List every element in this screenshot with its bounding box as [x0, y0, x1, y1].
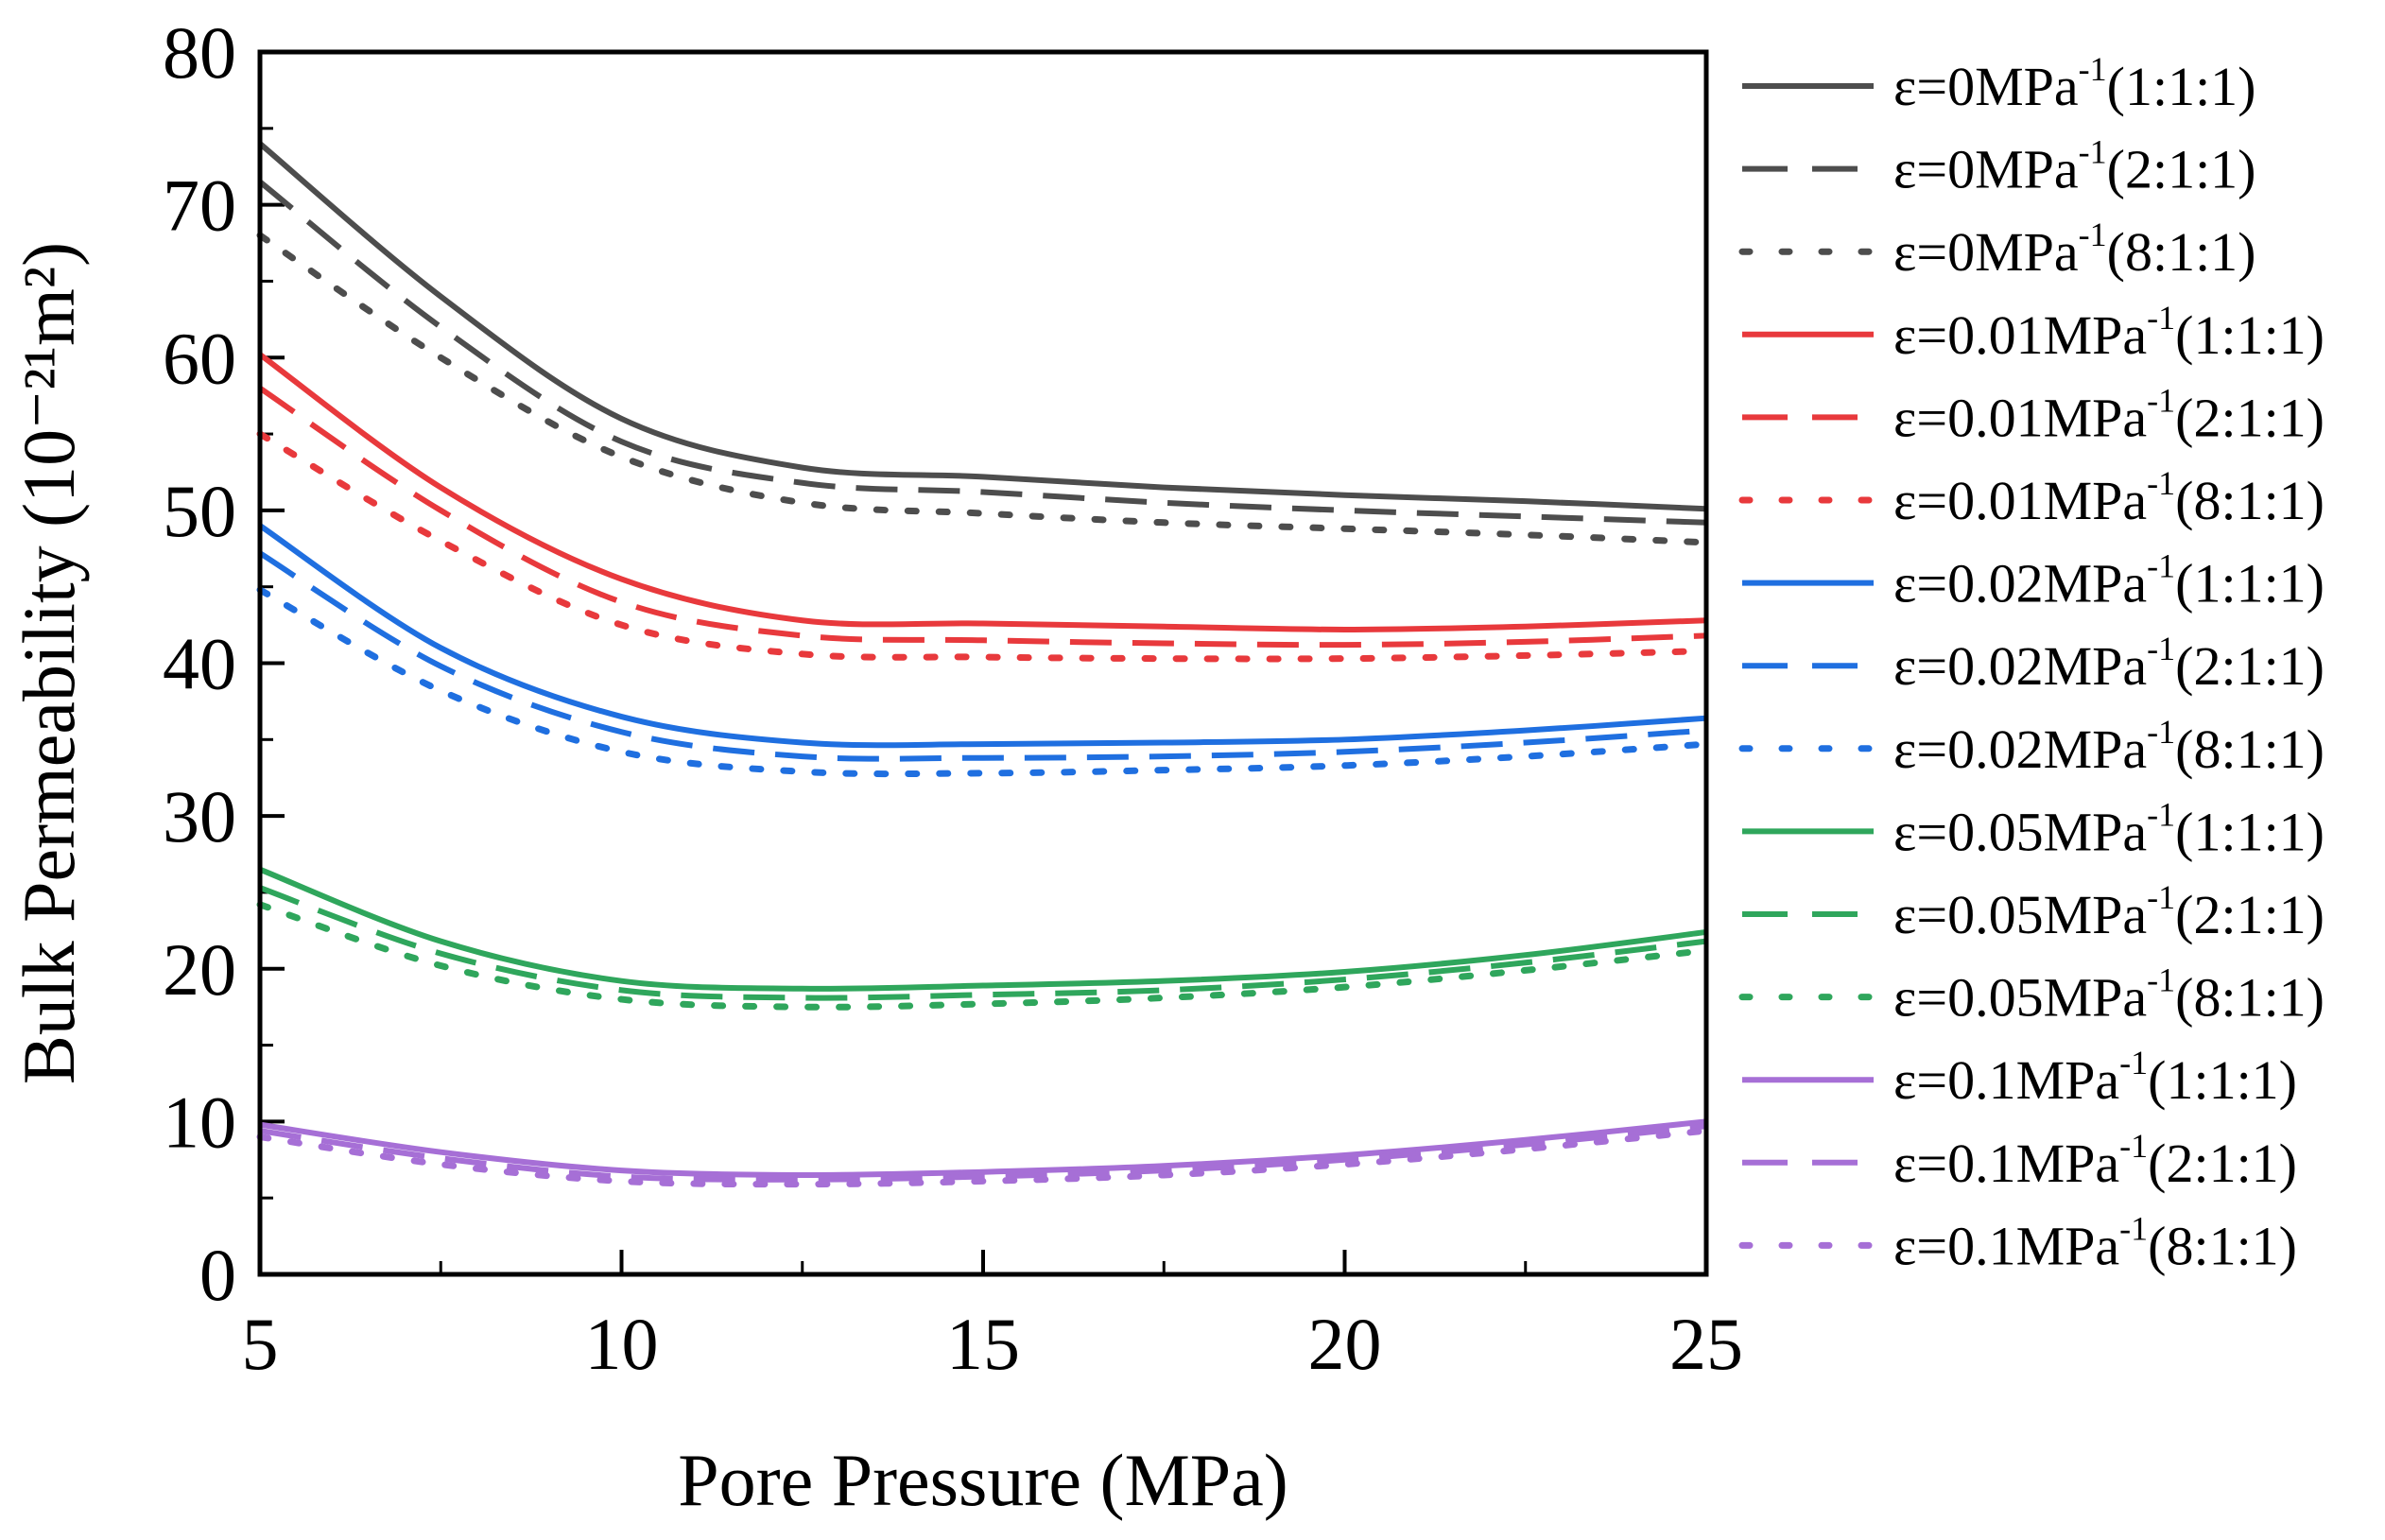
x-tick-label: 15	[946, 1303, 1020, 1385]
legend-label: ε=0.1MPa-1(8:1:1)	[1893, 1209, 2297, 1276]
legend-label: ε=0.02MPa-1(1:1:1)	[1893, 547, 2325, 614]
x-tick-label: 10	[585, 1303, 659, 1385]
legend-label: ε=0.01MPa-1(1:1:1)	[1893, 299, 2325, 366]
y-tick-label: 60	[163, 317, 236, 399]
legend: ε=0MPa-1(1:1:1) ε=0MPa-1(2:1:1) ε=0MPa-1(8…	[1738, 50, 2325, 1276]
legend-label: ε=0.05MPa-1(8:1:1)	[1893, 961, 2325, 1029]
legend-label: ε=0MPa-1(2:1:1)	[1893, 133, 2256, 200]
legend-label: ε=0MPa-1(1:1:1)	[1893, 50, 2256, 117]
y-tick-label: 30	[163, 775, 236, 857]
tick-labels: 5 10 15 20 25 0 10 20 30 40 50 60 70 80	[163, 11, 1743, 1385]
series-line-11	[258, 885, 1707, 1001]
x-tick-label: 5	[242, 1303, 279, 1385]
series-line-5	[258, 386, 1707, 649]
legend-label: ε=0.01MPa-1(2:1:1)	[1893, 381, 2325, 448]
series-line-15	[256, 1127, 1710, 1188]
legend-label: ε=0.02MPa-1(2:1:1)	[1893, 630, 2325, 697]
y-tick-label: 80	[163, 11, 236, 94]
legend-label: ε=0.05MPa-1(2:1:1)	[1893, 878, 2325, 945]
x-tick-label: 25	[1669, 1303, 1743, 1385]
series-line-7	[258, 523, 1707, 749]
series-line-13	[259, 1118, 1707, 1178]
series-line-6	[256, 430, 1710, 663]
series-line-8	[258, 550, 1707, 762]
series-line-1	[258, 141, 1707, 512]
y-axis-title: Bulk Permeability (10⁻²¹m²)	[8, 242, 90, 1084]
series-line-14	[259, 1123, 1707, 1183]
series-line-3	[256, 232, 1710, 546]
y-tick-label: 40	[163, 623, 236, 705]
legend-label: ε=0.02MPa-1(8:1:1)	[1893, 713, 2325, 780]
legend-label: ε=0MPa-1(8:1:1)	[1893, 216, 2256, 283]
y-tick-label: 20	[163, 928, 236, 1011]
legend-label: ε=0.05MPa-1(1:1:1)	[1893, 795, 2325, 862]
x-tick-label: 20	[1308, 1303, 1382, 1385]
series-line-9	[256, 586, 1710, 778]
series-line-10	[258, 866, 1707, 992]
legend-label: ε=0.1MPa-1(2:1:1)	[1893, 1127, 2297, 1194]
plot-frame	[257, 49, 1709, 1277]
y-tick-label: 70	[163, 164, 236, 247]
series-line-4	[258, 352, 1707, 632]
legend-label: ε=0.1MPa-1(1:1:1)	[1893, 1044, 2297, 1111]
series-line-12	[256, 901, 1710, 1011]
legend-label: ε=0.01MPa-1(8:1:1)	[1893, 464, 2325, 531]
series-line-2	[258, 180, 1707, 526]
y-tick-label: 10	[163, 1081, 236, 1163]
series-layer	[256, 141, 1710, 1188]
x-axis-title: Pore Pressure (MPa)	[678, 1439, 1288, 1521]
y-tick-label: 50	[163, 470, 236, 552]
y-tick-label: 0	[199, 1234, 236, 1316]
